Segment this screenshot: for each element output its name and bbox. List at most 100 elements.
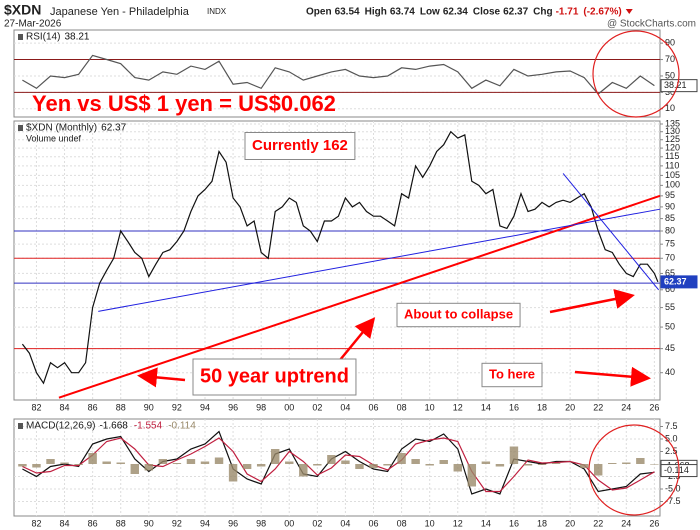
histogram-bar	[383, 464, 392, 466]
series-line	[22, 437, 655, 493]
x-tick-label: 24	[621, 402, 631, 412]
x-tick-label: 12	[453, 402, 463, 412]
quote-label: Chg	[533, 7, 552, 18]
x-tick-label: 12	[453, 518, 463, 528]
y-tick-label: 135	[665, 118, 680, 128]
histogram-bar	[299, 464, 308, 477]
y-tick-label: -7.5	[665, 496, 681, 506]
x-tick-label: 98	[256, 518, 266, 528]
highlight-circle	[592, 30, 680, 118]
x-tick-label: 94	[200, 402, 210, 412]
histogram-bar	[214, 457, 224, 464]
y-tick-label: 70	[665, 54, 675, 64]
x-tick-label: 92	[172, 518, 182, 528]
x-tick-label: 18	[537, 402, 547, 412]
legend-icon	[18, 125, 23, 131]
histogram-bar	[158, 459, 168, 464]
histogram-bar	[327, 455, 336, 464]
y-tick-label: 80	[665, 225, 675, 235]
legend-icon	[18, 34, 23, 40]
y-tick-label: 100	[665, 180, 680, 190]
x-tick-label: 16	[509, 402, 519, 412]
x-tick-label: 14	[481, 402, 491, 412]
panel-frame	[13, 29, 661, 118]
x-tick-label: 84	[60, 518, 70, 528]
histogram-bar	[18, 464, 27, 467]
histogram-bar	[341, 460, 350, 464]
x-tick-label: 82	[31, 518, 41, 528]
quote-value: 63.54	[335, 7, 360, 18]
panel-frame	[13, 418, 661, 517]
y-tick-label: 45	[665, 343, 675, 353]
legend-note: Volume undef	[26, 133, 82, 143]
y-tick-label: 90	[665, 38, 675, 48]
quote-label: Close	[473, 7, 501, 18]
y-tick-label: 65	[665, 268, 675, 278]
histogram-bar	[369, 464, 378, 468]
histogram-bar	[186, 459, 196, 464]
annotation-box	[192, 358, 357, 396]
chart-panel: 7.55.02.5-2.5-5.0-7.58284868890929496980…	[13, 418, 698, 528]
down-arrow	[625, 9, 633, 14]
quote-change-pct: (-2.67%)	[583, 7, 621, 18]
annotation: Currently 162	[252, 137, 348, 154]
histogram-bar	[116, 462, 125, 464]
x-tick-label: 20	[565, 402, 575, 412]
highlight-circle	[588, 424, 680, 516]
histogram-bar	[622, 462, 631, 464]
histogram-bar	[102, 461, 111, 464]
legend-icon	[18, 423, 23, 429]
histogram-bar	[397, 453, 406, 464]
x-tick-label: 96	[228, 402, 238, 412]
x-tick-label: 08	[397, 518, 407, 528]
value-tag-label: -0.114	[664, 465, 689, 475]
annotation-box	[244, 132, 356, 160]
x-tick-label: 86	[88, 518, 98, 528]
charts: 103050709038.21RSI(14)38.214045505560657…	[13, 29, 698, 528]
exchange: INDX	[207, 7, 227, 16]
annotation-box	[481, 362, 543, 388]
histogram-bar	[481, 461, 491, 464]
arrow	[137, 367, 186, 388]
y-tick-label: 75	[665, 239, 675, 249]
series-line	[21, 130, 659, 385]
x-tick-label: 02	[312, 402, 322, 412]
legend-value: -0.114	[168, 421, 196, 432]
legend-value: -1.668	[99, 421, 128, 432]
panel-frame	[13, 120, 661, 401]
histogram-bar	[130, 464, 139, 474]
histogram-bar	[144, 464, 154, 471]
trendline	[562, 173, 659, 291]
x-tick-label: 90	[144, 402, 154, 412]
chart-panel: 4045505560657075808590951001051101151201…	[13, 118, 698, 412]
histogram-bar	[467, 464, 477, 487]
histogram-bar	[285, 461, 294, 464]
x-tick-label: 16	[509, 518, 519, 528]
histogram-bar	[228, 464, 238, 482]
histogram-bar	[355, 464, 364, 469]
histogram-bar	[537, 464, 547, 465]
y-tick-label: 7.5	[665, 421, 678, 431]
y-tick-label: 105	[665, 170, 680, 180]
quote-value: 62.37	[503, 7, 528, 18]
x-tick-label: 18	[537, 518, 547, 528]
quote-label: Open	[306, 7, 332, 18]
legend-label: MACD(12,26,9)	[26, 421, 95, 432]
credit: @ StockCharts.com	[607, 19, 696, 30]
histogram-bar	[411, 459, 420, 464]
quote-value: -1.71	[556, 7, 579, 18]
histogram-bar	[495, 464, 505, 467]
x-tick-label: 20	[565, 518, 575, 528]
x-tick-label: 96	[228, 518, 238, 528]
x-tick-label: 02	[312, 518, 322, 528]
value-tag	[660, 275, 698, 289]
histogram-bar	[523, 464, 533, 466]
y-tick-label: 85	[665, 213, 675, 223]
histogram-bar	[256, 464, 266, 467]
histogram-bar	[650, 464, 659, 465]
quote: Open 63.54 High 63.74 Low 62.34 Close 62.37 Chg -…	[306, 7, 633, 18]
y-tick-label: 110	[665, 160, 679, 170]
y-tick-label: 120	[665, 142, 680, 152]
